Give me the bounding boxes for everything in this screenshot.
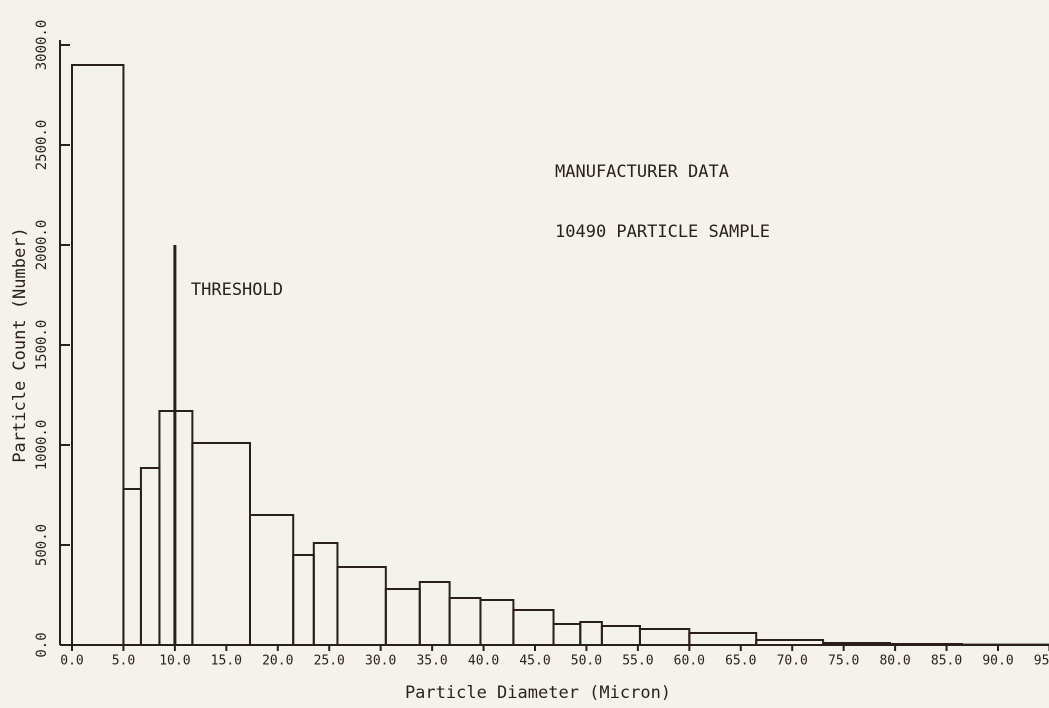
- x-tick-label: 50.0: [571, 654, 602, 669]
- x-tick-label: 55.0: [622, 654, 653, 669]
- y-tick-label: 2000.0: [34, 220, 50, 271]
- threshold-label: THRESHOLD: [191, 280, 283, 300]
- x-tick-label: 10.0: [159, 654, 190, 669]
- bar: [191, 442, 251, 646]
- x-tick-label: 40.0: [468, 654, 499, 669]
- x-tick-label: 70.0: [777, 654, 808, 669]
- bar: [600, 625, 641, 646]
- bar: [688, 632, 758, 646]
- x-tick-label: 60.0: [674, 654, 705, 669]
- bar: [248, 514, 295, 646]
- y-tick-label: 1500.0: [34, 320, 50, 371]
- bar: [552, 623, 582, 646]
- x-tick-label: 45.0: [519, 654, 550, 669]
- bar: [336, 566, 387, 646]
- bar: [888, 643, 963, 646]
- bar: [139, 467, 161, 646]
- x-tick-label: 95.0: [1034, 654, 1049, 669]
- annotation: 10490 PARTICLE SAMPLE: [555, 222, 770, 242]
- x-tick-label: 80.0: [879, 654, 910, 669]
- x-tick-label: 90.0: [982, 654, 1013, 669]
- bar: [512, 609, 555, 646]
- x-tick-label: 25.0: [314, 654, 345, 669]
- bar: [638, 628, 691, 646]
- y-axis-label: Particle Count (Number): [10, 227, 30, 462]
- bar: [122, 488, 142, 646]
- y-tick-label: 0.0: [34, 632, 50, 657]
- bar: [71, 64, 125, 646]
- x-tick-label: 20.0: [262, 654, 293, 669]
- y-tick-label: 1000.0: [34, 420, 50, 471]
- x-tick-label: 15.0: [211, 654, 242, 669]
- x-tick-label: 85.0: [931, 654, 962, 669]
- bar: [312, 542, 339, 646]
- x-axis-label: Particle Diameter (Micron): [405, 683, 671, 703]
- bar: [479, 599, 515, 646]
- x-tick-label: 65.0: [725, 654, 756, 669]
- y-tick-label: 3000.0: [34, 20, 50, 71]
- bar: [755, 639, 825, 646]
- x-tick-label: 30.0: [365, 654, 396, 669]
- bar: [384, 588, 421, 646]
- y-tick-label: 2500.0: [34, 120, 50, 171]
- annotation: MANUFACTURER DATA: [555, 162, 729, 182]
- y-tick-label: 500.0: [34, 524, 50, 566]
- bar: [418, 581, 451, 646]
- x-tick-label: 35.0: [416, 654, 447, 669]
- x-tick-label: 75.0: [828, 654, 859, 669]
- bar: [822, 642, 891, 646]
- bar: [448, 597, 482, 646]
- x-tick-label: 5.0: [112, 654, 135, 669]
- x-tick-label: 0.0: [60, 654, 83, 669]
- bar: [292, 554, 315, 646]
- bar: [579, 621, 603, 646]
